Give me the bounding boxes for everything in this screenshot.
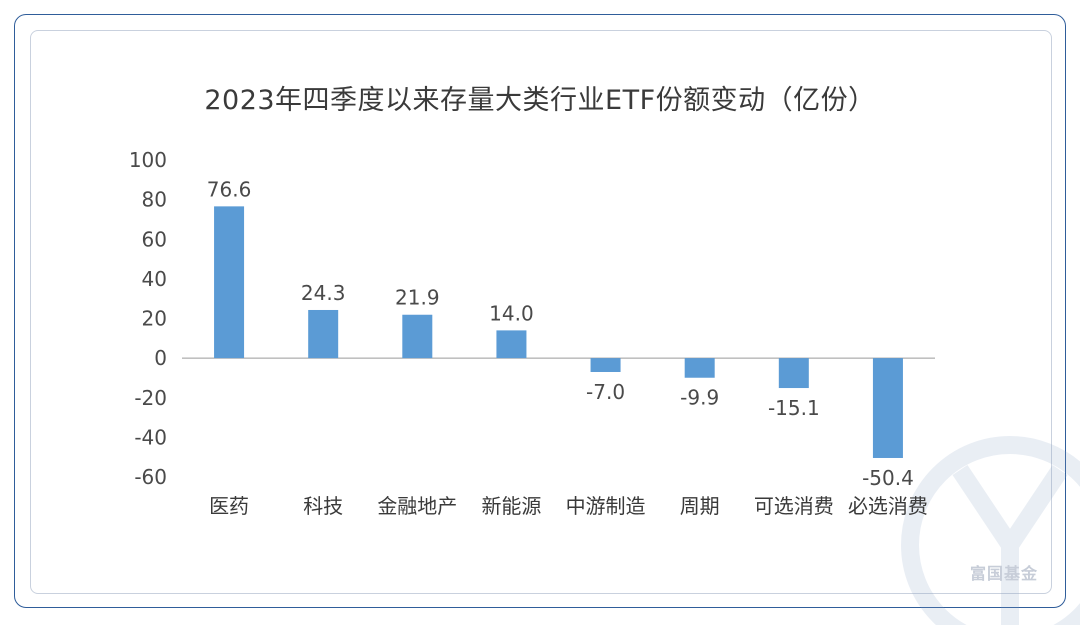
bar <box>590 358 621 372</box>
y-tick-label: 0 <box>154 346 167 370</box>
y-tick-label: 60 <box>142 227 167 251</box>
value-label: -9.9 <box>680 386 719 410</box>
category-label: 必选消费 <box>848 494 928 518</box>
category-label: 科技 <box>303 494 343 518</box>
chart-title: 2023年四季度以来存量大类行业ETF份额变动（亿份） <box>204 85 876 116</box>
category-label: 周期 <box>680 494 720 518</box>
bar <box>308 309 339 359</box>
value-label: -15.1 <box>768 396 820 420</box>
y-tick-label: -60 <box>134 465 167 489</box>
bar <box>684 358 715 378</box>
value-label: -7.0 <box>586 380 625 404</box>
value-label: -50.4 <box>862 466 914 490</box>
y-tick-label: 40 <box>142 267 167 291</box>
y-tick-label: 20 <box>142 307 167 331</box>
category-label: 可选消费 <box>754 494 834 518</box>
bar <box>214 206 245 359</box>
bar <box>778 358 809 389</box>
category-label: 新能源 <box>481 494 541 518</box>
inner-frame <box>30 30 1052 594</box>
y-tick-label: -20 <box>134 386 167 410</box>
value-label: 14.0 <box>489 301 534 325</box>
y-tick-label: 80 <box>142 188 167 212</box>
y-tick-label: 100 <box>129 148 167 172</box>
category-label: 金融地产 <box>377 494 457 518</box>
y-tick-label: -40 <box>134 425 167 449</box>
value-label: 24.3 <box>301 281 346 305</box>
bar <box>872 358 903 458</box>
category-label: 中游制造 <box>566 494 646 518</box>
watermark-text: 富国基金 <box>970 564 1039 583</box>
category-label: 医药 <box>209 494 249 518</box>
bar <box>402 314 433 359</box>
value-label: 21.9 <box>395 286 440 310</box>
outer-frame <box>14 14 1066 608</box>
bar <box>496 330 527 359</box>
value-label: 76.6 <box>207 177 252 201</box>
